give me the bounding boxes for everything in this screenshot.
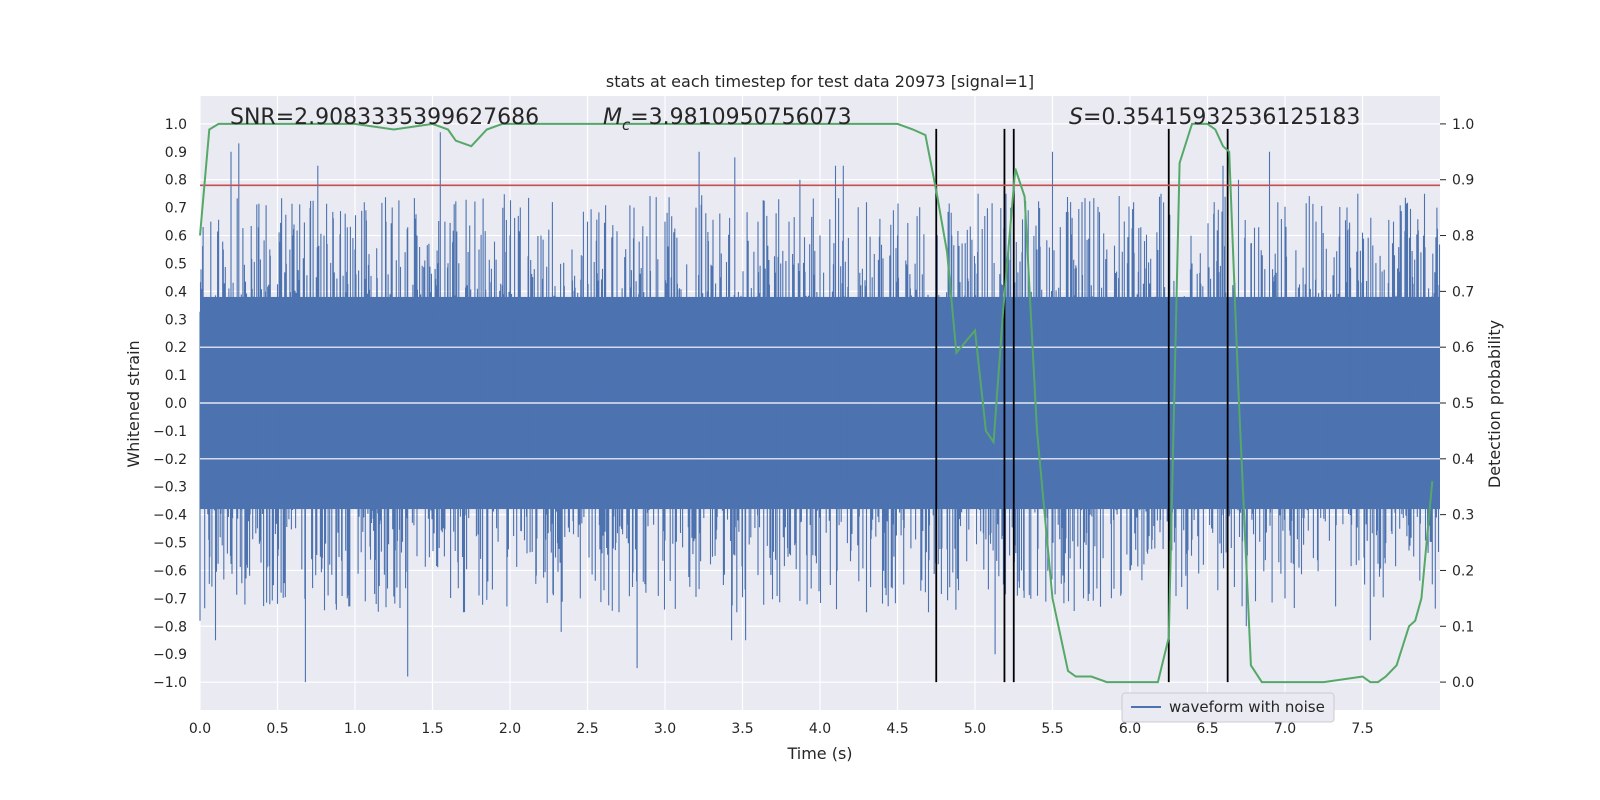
y-tick-label: 1.0 [165,117,187,133]
s-symbol: S [1069,105,1083,130]
mc-symbol: M [603,105,622,130]
chart-title: stats at each timestep for test data 209… [606,72,1034,91]
legend: waveform with noise [1121,692,1335,723]
y-tick-label: −0.8 [153,619,187,635]
x-tick-label: 2.0 [499,721,521,737]
y-tick-label: 0.0 [165,396,187,412]
y-tick-label: −0.4 [153,508,187,524]
y-tick-label: 0.4 [165,284,187,300]
y-tick-label: 0.9 [165,145,187,161]
x-tick-label: 4.0 [809,721,831,737]
x-tick-label: 3.5 [731,721,753,737]
x-tick-label: 7.0 [1274,721,1296,737]
waveform-trace [199,132,1441,683]
y2-tick-label: 0.0 [1452,675,1474,691]
y-tick-label: 0.8 [165,173,187,189]
x-tick-label: 4.5 [886,721,908,737]
y-tick-label: −0.7 [153,591,187,607]
y-tick-label: 0.2 [165,340,187,356]
y2-tick-label: 0.9 [1452,173,1474,189]
x-tick-label: 5.5 [1041,721,1063,737]
y2-tick-label: 0.6 [1452,340,1474,356]
y-tick-label: 0.1 [165,368,187,384]
y2-tick-label: 0.7 [1452,284,1474,300]
y-tick-label: −0.6 [153,563,187,579]
y2-axis-label: Detection probability [1485,320,1504,488]
y2-axis-ticks: 0.0 0.1 0.2 0.3 0.4 0.5 0.6 0.7 0.8 0.9 1.0 [1440,117,1474,691]
y-tick-label: 0.5 [165,256,187,272]
y-tick-label: −0.2 [153,452,187,468]
y-tick-label: −1.0 [153,675,187,691]
legend-box [1121,692,1335,723]
x-tick-label: 1.5 [421,721,443,737]
y-tick-label: 0.3 [165,312,187,328]
y-tick-label: −0.5 [153,536,187,552]
x-tick-label: 6.0 [1119,721,1141,737]
chirp-mass-annotation: Mc=3.9810950756073 [603,105,852,134]
x-tick-label: 0.0 [189,721,211,737]
snr-annotation: SNR=2.9083335399627686 [230,105,539,130]
x-tick-label: 3.0 [654,721,676,737]
mc-value: =3.9810950756073 [630,105,851,130]
x-tick-label: 1.0 [344,721,366,737]
y-tick-label: 0.7 [165,201,187,217]
x-tick-label: 0.5 [266,721,288,737]
y-tick-label: 0.6 [165,229,187,245]
x-tick-label: 2.5 [576,721,598,737]
probability-line [199,122,1434,684]
y-axis-label: Whitened strain [124,340,143,467]
y-tick-label: −0.1 [153,424,187,440]
y2-tick-label: 0.2 [1452,563,1474,579]
vertical-markers [935,128,1229,683]
y2-tick-label: 0.4 [1452,452,1474,468]
x-axis-label: Time (s) [786,744,852,763]
y2-tick-label: 0.5 [1452,396,1474,412]
x-tick-label: 5.0 [964,721,986,737]
x-tick-label: 6.5 [1196,721,1218,737]
y-axis-ticks: −1.0 −0.9 −0.8 −0.7 −0.6 −0.5 −0.4 −0.3 −0.2 −0.1… [153,117,187,691]
y-tick-label: −0.3 [153,480,187,496]
y2-tick-label: 0.8 [1452,229,1474,245]
y2-tick-label: 0.1 [1452,619,1474,635]
y-tick-label: −0.9 [153,647,187,663]
x-axis-ticks: 0.0 0.5 1.0 1.5 2.0 2.5 3.0 3.5 4.0 4.5 5.0 5.5 6.0 6… [189,721,1374,737]
s-value: =0.35415932536125183 [1083,105,1360,130]
waveform-series [199,132,1441,683]
legend-label: waveform with noise [1169,698,1325,716]
y2-tick-label: 1.0 [1452,117,1474,133]
s-annotation: S=0.35415932536125183 [1069,105,1360,130]
probability-series [199,122,1434,684]
mc-subscript: c [622,116,631,134]
y2-tick-label: 0.3 [1452,508,1474,524]
svg-text:Mc=3.9810950756073: Mc=3.9810950756073 [603,105,852,134]
x-tick-label: 7.5 [1351,721,1373,737]
